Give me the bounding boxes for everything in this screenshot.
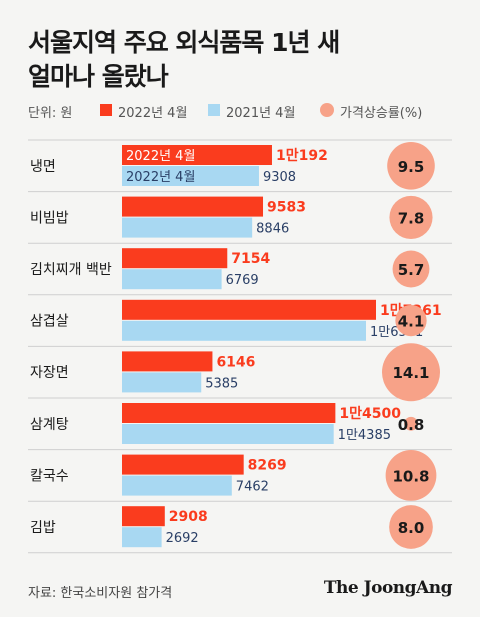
legend-label-rate: 가격상승률(%) xyxy=(340,106,423,121)
legend-swatch-2021 xyxy=(208,104,220,116)
bar-2022 xyxy=(122,145,272,165)
value-label-2021: 5385 xyxy=(205,376,238,391)
title-line-1: 서울지역 주요 외식품목 1년 새 xyxy=(28,28,340,57)
value-label-2022: 1만192 xyxy=(276,148,328,164)
rate-label: 8.0 xyxy=(398,519,425,537)
value-label-2022: 6146 xyxy=(216,354,255,370)
rate-circle xyxy=(387,141,435,190)
rate-circle xyxy=(385,450,437,501)
legend-swatch-2022 xyxy=(100,104,112,116)
rate-label: 5.7 xyxy=(398,261,425,279)
rate-circle xyxy=(404,416,418,431)
bar-2021 xyxy=(122,217,253,238)
value-label-2022: 2908 xyxy=(169,509,208,525)
bar-2021 xyxy=(122,372,202,393)
legend-label-2021: 2021년 4월 xyxy=(226,106,296,121)
category-label: 자장면 xyxy=(30,365,69,381)
category-label: 김밥 xyxy=(30,520,56,536)
rate-circle xyxy=(392,250,430,288)
category-label: 칼국수 xyxy=(30,468,69,484)
value-label-2021: 9308 xyxy=(263,170,296,185)
rate-label: 10.8 xyxy=(392,467,429,485)
value-label-2021: 8846 xyxy=(256,222,289,237)
bar-2021 xyxy=(122,269,222,290)
inbar-label-2022: 2022년 4월 xyxy=(126,149,195,164)
value-label-2022: 1만4500 xyxy=(339,406,401,422)
publisher-logo: The JoongAng xyxy=(323,578,453,598)
legend-unit: 단위: 원 xyxy=(28,106,73,121)
bar-2022 xyxy=(122,403,336,423)
value-label-2022: 8269 xyxy=(248,458,287,474)
rate-circle xyxy=(389,505,433,549)
category-label: 삼계탕 xyxy=(30,417,69,433)
bar-2021 xyxy=(122,424,334,444)
title-line-2: 얼마나 올랐나 xyxy=(28,62,169,91)
inbar-label-2021: 2022년 4월 xyxy=(126,170,195,185)
value-label-2022: 9583 xyxy=(267,200,306,216)
value-label-2021: 7462 xyxy=(236,480,269,495)
legend-rate-circle-icon xyxy=(320,103,334,117)
bar-2022 xyxy=(122,454,244,475)
rate-label: 9.5 xyxy=(398,158,425,176)
value-label-2021: 6769 xyxy=(226,273,259,288)
rate-circle xyxy=(395,304,427,337)
rate-circle xyxy=(382,343,440,402)
bar-2021 xyxy=(122,320,366,341)
rate-circle xyxy=(389,195,433,239)
category-label: 비빔밥 xyxy=(30,210,69,226)
rate-label: 7.8 xyxy=(398,209,425,227)
category-label: 김치찌개 백반 xyxy=(30,262,112,278)
bar-2021 xyxy=(122,475,232,496)
chart-title: 서울지역 주요 외식품목 1년 새 얼마나 올랐나 xyxy=(28,26,340,94)
source-note: 자료: 한국소비자원 참가격 xyxy=(28,586,173,601)
rate-label: 0.8 xyxy=(398,416,425,434)
category-label: 삼겹살 xyxy=(30,314,69,330)
rate-label: 14.1 xyxy=(392,364,429,382)
bar-2022 xyxy=(122,248,228,269)
bar-2021 xyxy=(122,527,162,548)
bar-2022 xyxy=(122,351,213,372)
value-label-2022: 7154 xyxy=(231,251,270,267)
bar-2022 xyxy=(122,196,264,217)
bar-2022 xyxy=(122,506,165,527)
value-label-2021: 2692 xyxy=(166,531,199,546)
category-label: 냉면 xyxy=(30,159,56,175)
rate-label: 4.1 xyxy=(398,313,425,331)
bar-2022 xyxy=(122,299,376,320)
legend-label-2022: 2022년 4월 xyxy=(118,106,188,121)
bar-2021 xyxy=(122,166,259,186)
value-label-2021: 1만4385 xyxy=(338,428,391,443)
